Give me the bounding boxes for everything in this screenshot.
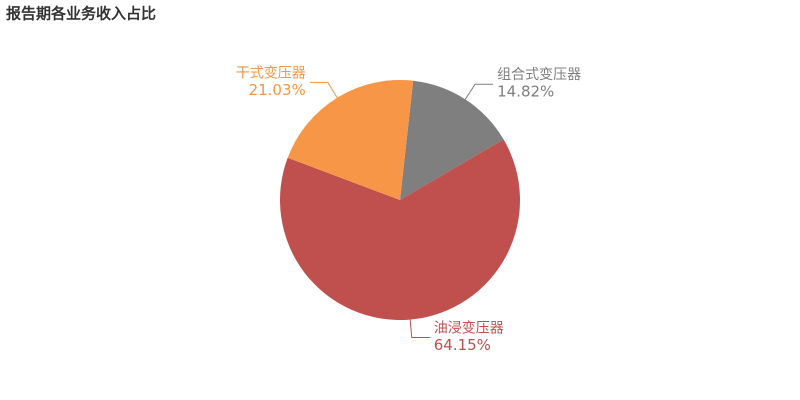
slice-label: 油浸变压器 [434,321,504,337]
pie-slice [287,80,414,200]
pie-slice [280,139,520,320]
chart-title: 报告期各业务收入占比 [6,5,156,23]
pie-slice [400,80,504,200]
slice-label: 组合式变压器 [497,67,581,83]
leader-line [309,81,338,99]
slice-label: 干式变压器 [236,65,306,81]
value-label: 21.03% [249,81,306,99]
value-label: 14.82% [497,83,554,101]
leader-line [409,319,430,339]
value-label: 64.15% [434,336,491,354]
leader-line [464,83,494,100]
